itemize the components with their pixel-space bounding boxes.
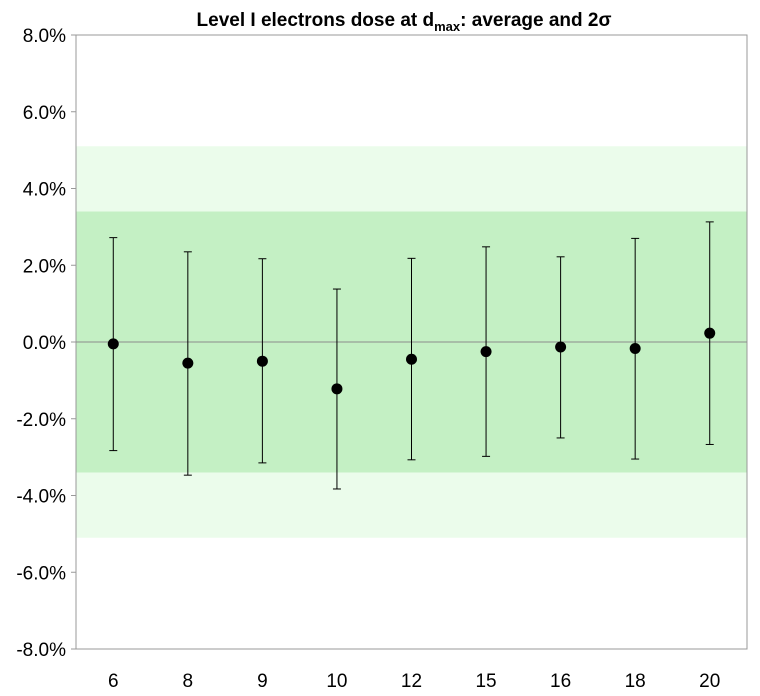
y-tick-label: -8.0% [16, 640, 66, 661]
x-tick-label: 20 [699, 671, 720, 692]
chart-title: Level I electrons dose at dmax: average … [197, 10, 612, 34]
chart-title-suffix: : average and 2σ [460, 10, 611, 31]
data-point [406, 353, 417, 365]
data-point [331, 383, 343, 395]
y-tick-label: -2.0% [16, 410, 66, 431]
y-tick-label: 4.0% [23, 180, 66, 201]
y-tick-label: 2.0% [23, 256, 66, 277]
x-tick-label: 18 [625, 671, 646, 692]
x-tick-label: 6 [108, 671, 119, 692]
y-tick-label: 6.0% [23, 103, 66, 124]
data-point [107, 338, 119, 350]
chart-title-subscript: max [434, 19, 461, 34]
x-tick-label: 15 [475, 671, 496, 692]
data-point [629, 343, 641, 355]
data-point [555, 341, 567, 353]
data-series [107, 221, 716, 490]
y-tick-label: 0.0% [23, 333, 66, 354]
chart-title-prefix: Level I electrons dose at d [197, 10, 435, 31]
x-axis: 6 8 9 10 12 15 16 18 20 [108, 671, 720, 692]
y-axis: -8.0% -6.0% -4.0% -2.0% 0.0% 2.0% 4.0% 6.0% 8.0% [16, 26, 76, 661]
data-point [256, 355, 268, 367]
data-point [704, 327, 716, 339]
data-point [182, 357, 194, 369]
y-tick-label: -6.0% [16, 563, 66, 584]
x-tick-label: 8 [183, 671, 194, 692]
data-point [480, 346, 492, 358]
x-tick-label: 10 [326, 671, 347, 692]
y-tick-label: 8.0% [23, 26, 66, 47]
y-tick-label: -4.0% [16, 487, 66, 508]
x-tick-label: 16 [550, 671, 571, 692]
x-tick-label: 12 [401, 671, 422, 692]
x-tick-label: 9 [257, 671, 268, 692]
